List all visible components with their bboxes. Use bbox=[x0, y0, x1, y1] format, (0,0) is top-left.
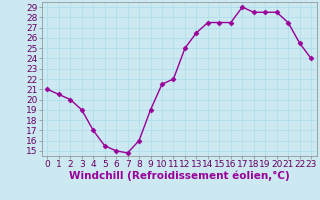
X-axis label: Windchill (Refroidissement éolien,°C): Windchill (Refroidissement éolien,°C) bbox=[69, 171, 290, 181]
